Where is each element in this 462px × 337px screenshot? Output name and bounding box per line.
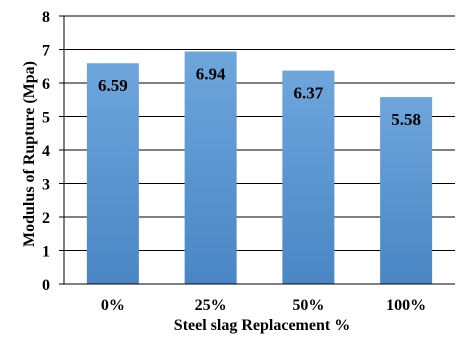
y-tick-label: 5 [42, 110, 50, 127]
category-label: 100% [386, 297, 426, 314]
y-tick-label: 7 [42, 43, 50, 60]
data-label: 5.58 [391, 110, 421, 129]
y-tick-label: 2 [42, 210, 50, 227]
data-label: 6.59 [98, 76, 128, 95]
bars [86, 51, 433, 285]
bar [184, 51, 237, 285]
x-axis-title: Steel slag Replacement % [174, 317, 350, 334]
bar [282, 70, 335, 284]
bar [86, 63, 139, 284]
category-label: 50% [292, 297, 324, 314]
y-tick-label: 8 [42, 9, 50, 26]
data-label: 6.94 [196, 65, 226, 84]
y-tick-label: 6 [42, 76, 50, 93]
y-tick-label: 3 [42, 177, 50, 194]
y-tick-label: 1 [42, 244, 50, 261]
labels: 0 1 2 3 4 5 6 7 8 6.59 0% 6.94 25% 6.37 50% 5.58 100% [42, 9, 426, 314]
y-axis-title: Modulus of Rupture (Mpa) [21, 61, 38, 247]
category-label: 25% [195, 297, 227, 314]
y-tick-label: 0 [42, 277, 50, 294]
data-label: 6.37 [294, 84, 324, 103]
category-label: 0% [101, 297, 125, 314]
axes [59, 15, 455, 285]
bar [380, 97, 433, 284]
y-tick-label: 4 [42, 143, 50, 160]
